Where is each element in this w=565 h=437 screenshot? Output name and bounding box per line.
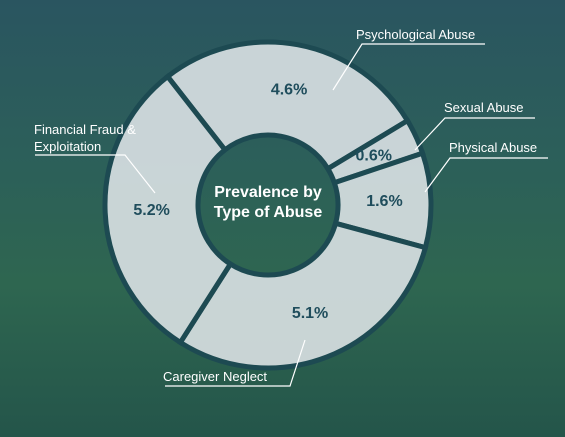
leader-line xyxy=(35,154,156,194)
category-label: Caregiver Neglect xyxy=(163,369,268,384)
value-label: 1.6% xyxy=(366,193,402,210)
leader-line xyxy=(332,43,485,91)
donut-segment xyxy=(176,220,429,371)
leader-line xyxy=(424,157,548,193)
value-label: 4.6% xyxy=(271,82,307,99)
leader-line xyxy=(414,117,535,151)
chart-title: Prevalence by Type of Abuse xyxy=(213,184,323,221)
leader-line xyxy=(165,339,306,387)
donut-segment xyxy=(102,73,234,346)
value-label: 5.2% xyxy=(133,202,169,219)
value-label: 5.1% xyxy=(292,305,328,322)
value-label: 0.6% xyxy=(355,147,391,164)
category-label: Psychological Abuse xyxy=(356,27,476,42)
donut-segment xyxy=(164,39,411,173)
category-label: Physical Abuse xyxy=(449,140,538,155)
category-label: Sexual Abuse xyxy=(444,100,524,115)
category-label: Financial Fraud & Exploitation xyxy=(34,122,136,154)
